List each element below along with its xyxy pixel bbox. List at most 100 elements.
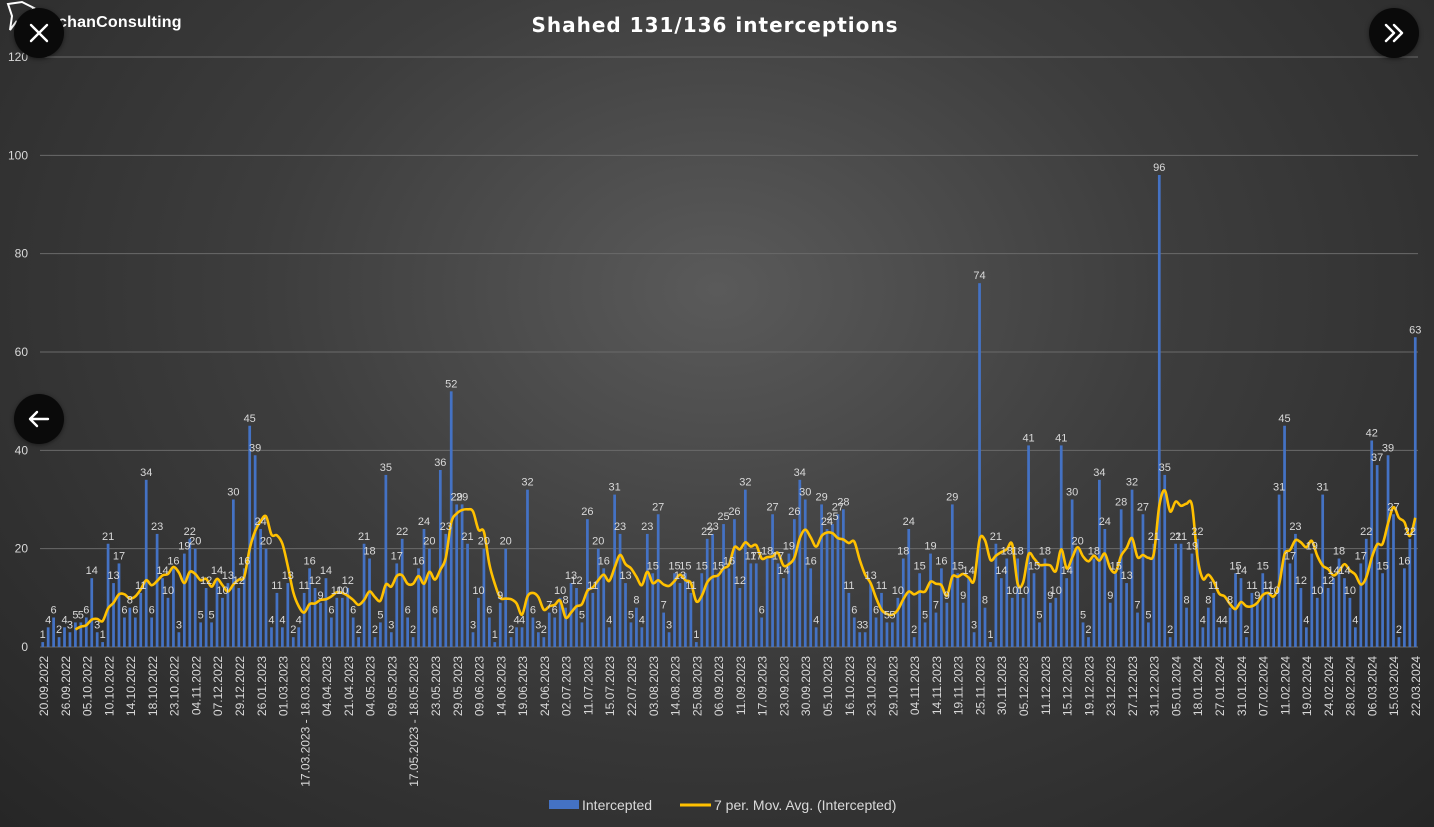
data-label: 5 xyxy=(1080,609,1086,621)
data-label: 6 xyxy=(873,605,879,617)
x-tick-label: 28.02.2024 xyxy=(1344,656,1358,716)
x-tick-label: 09.05.2023 xyxy=(385,656,399,716)
bar xyxy=(711,533,715,647)
bar xyxy=(1196,538,1199,647)
data-label: 6 xyxy=(405,605,411,617)
bar xyxy=(351,617,355,647)
data-label: 8 xyxy=(563,595,569,607)
data-label: 15 xyxy=(668,560,680,572)
data-label: 11 xyxy=(685,580,696,592)
bar xyxy=(1408,538,1412,647)
data-label: 1 xyxy=(693,629,699,641)
x-tick-label: 15.03.2024 xyxy=(1387,656,1401,716)
x-tick-label: 24.02.2024 xyxy=(1322,656,1336,716)
bar xyxy=(1032,573,1036,647)
bar xyxy=(1283,425,1286,647)
data-label: 20 xyxy=(260,536,272,548)
y-axis: 0 20 40 60 80 100 120 xyxy=(8,50,28,654)
data-label: 31 xyxy=(1273,482,1285,494)
bar xyxy=(237,588,241,647)
data-label: 20 xyxy=(1071,536,1083,548)
data-label: 5 xyxy=(377,609,383,621)
x-tick-label: 18.01.2024 xyxy=(1191,656,1205,716)
arrow-left-icon xyxy=(28,410,50,428)
bar xyxy=(803,499,807,647)
bar xyxy=(945,602,949,647)
bar xyxy=(368,558,371,647)
bar xyxy=(989,642,992,647)
data-label: 6 xyxy=(759,605,765,617)
data-label: 35 xyxy=(380,462,392,474)
data-label: 11 xyxy=(1263,580,1274,592)
data-label: 25 xyxy=(826,511,838,523)
data-label: 20 xyxy=(500,536,512,548)
bar xyxy=(264,548,268,647)
x-tick-label: 15.12.2023 xyxy=(1061,656,1075,716)
x-tick-label: 14.11.2023 xyxy=(930,656,944,715)
bar xyxy=(961,602,965,647)
bar xyxy=(575,588,578,647)
data-label: 15 xyxy=(696,560,708,572)
bar xyxy=(1114,573,1118,647)
bar xyxy=(673,573,676,647)
bar xyxy=(112,583,115,647)
bar xyxy=(907,529,911,647)
bar xyxy=(825,529,829,647)
data-label: 26 xyxy=(581,506,593,518)
bar xyxy=(586,519,589,647)
data-label: 3 xyxy=(666,619,672,631)
x-tick-label: 31.01.2024 xyxy=(1235,656,1249,716)
close-button[interactable] xyxy=(14,8,64,58)
data-label: 6 xyxy=(350,605,356,617)
data-label: 4 xyxy=(519,614,525,626)
bar xyxy=(694,642,698,647)
legend-label-bar: Intercepted xyxy=(582,797,652,813)
data-label: 4 xyxy=(606,614,612,626)
data-label: 10 xyxy=(1050,585,1062,597)
bar xyxy=(537,632,540,647)
data-label: 9 xyxy=(1047,590,1053,602)
data-label: 32 xyxy=(739,477,751,489)
gridlines xyxy=(40,56,1418,648)
x-tick-label: 07.02.2024 xyxy=(1257,656,1271,716)
data-label: 24 xyxy=(418,516,430,528)
back-button[interactable] xyxy=(14,394,64,444)
data-label: 5 xyxy=(922,609,928,621)
x-tick-label: 29.05.2023 xyxy=(451,656,465,716)
data-label: 11 xyxy=(1246,580,1257,592)
data-label: 18 xyxy=(1001,546,1013,558)
bar xyxy=(357,637,360,647)
data-label: 5 xyxy=(889,609,895,621)
bar xyxy=(880,592,883,647)
data-label: 29 xyxy=(456,491,468,503)
bar xyxy=(929,553,932,647)
data-label: 15 xyxy=(914,560,926,572)
next-button[interactable] xyxy=(1369,8,1419,58)
bar xyxy=(1354,627,1357,647)
data-label: 30 xyxy=(799,487,811,499)
bar xyxy=(215,578,219,647)
bar xyxy=(302,592,306,647)
bar xyxy=(749,563,753,647)
bar xyxy=(1201,627,1205,647)
x-tick-label: 30.11.2023 xyxy=(995,656,1009,715)
bar xyxy=(144,479,148,647)
bar xyxy=(79,622,83,647)
bar xyxy=(101,642,104,647)
bar xyxy=(515,627,518,647)
bar xyxy=(335,597,339,647)
bar xyxy=(869,583,872,647)
data-label: 16 xyxy=(723,555,735,567)
bar xyxy=(1228,607,1232,647)
data-label: 36 xyxy=(434,457,446,469)
bar xyxy=(667,632,671,647)
data-label: 4 xyxy=(639,614,645,626)
x-tick-label: 03.08.2023 xyxy=(647,656,661,716)
data-label: 29 xyxy=(451,491,463,503)
bar xyxy=(1375,465,1379,647)
bar xyxy=(193,548,197,647)
x-tick-label: 11.02.2024 xyxy=(1278,656,1292,715)
bar xyxy=(1272,597,1276,647)
data-label: 23 xyxy=(151,521,163,533)
